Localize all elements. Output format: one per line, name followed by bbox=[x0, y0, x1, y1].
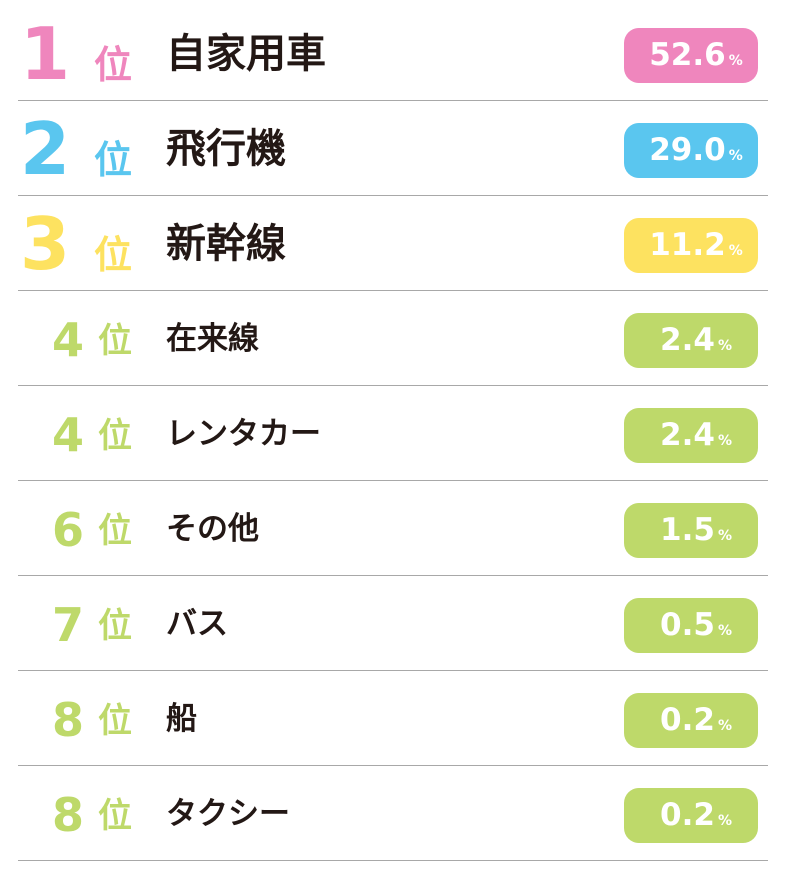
ranking-row: 4 位レンタカー 2.4% bbox=[18, 386, 768, 481]
rank-number: 6 bbox=[52, 503, 85, 557]
rank-number: 7 bbox=[52, 598, 85, 652]
rank-suffix: 位 bbox=[98, 511, 132, 551]
rank-number: 3 bbox=[20, 202, 71, 286]
percent-value: 0.2 bbox=[660, 797, 715, 833]
ranking-row: 4 位在来線 2.4% bbox=[18, 291, 768, 386]
percent-pill: 2.4% bbox=[624, 313, 758, 368]
rank-suffix: 位 bbox=[98, 321, 132, 361]
percent-unit: % bbox=[728, 243, 743, 259]
percent-pill: 29.0% bbox=[624, 123, 758, 178]
percent-value: 29.0 bbox=[649, 132, 726, 168]
percent-value: 0.2 bbox=[660, 702, 715, 738]
rank-suffix: 位 bbox=[94, 138, 133, 182]
percent-value: 2.4 bbox=[660, 322, 715, 358]
rank-number: 4 bbox=[52, 313, 85, 367]
ranking-row: 2 位飛行機 29.0% bbox=[18, 101, 768, 196]
ranking-row: 3 位新幹線 11.2% bbox=[18, 196, 768, 291]
transport-label: その他 bbox=[166, 511, 259, 547]
percent-pill: 2.4% bbox=[624, 408, 758, 463]
rank-number: 8 bbox=[52, 788, 85, 842]
ranking-row: 1 位自家用車 52.6% bbox=[18, 6, 768, 101]
ranking-row: 8 位タクシー 0.2% bbox=[18, 766, 768, 861]
ranking-row: 7 位バス 0.5% bbox=[18, 576, 768, 671]
percent-value: 52.6 bbox=[649, 37, 726, 73]
ranking-row: 8 位船 0.2% bbox=[18, 671, 768, 766]
percent-unit: % bbox=[717, 528, 732, 544]
rank-suffix: 位 bbox=[94, 233, 133, 277]
percent-unit: % bbox=[717, 338, 732, 354]
percent-value: 11.2 bbox=[649, 227, 726, 263]
rank-suffix: 位 bbox=[98, 416, 132, 456]
rank-suffix: 位 bbox=[98, 796, 132, 836]
percent-unit: % bbox=[728, 53, 743, 69]
rank-number: 2 bbox=[20, 107, 71, 191]
percent-pill: 1.5% bbox=[624, 503, 758, 558]
rank-number: 8 bbox=[52, 693, 85, 747]
percent-unit: % bbox=[717, 623, 732, 639]
percent-pill: 11.2% bbox=[624, 218, 758, 273]
rank-suffix: 位 bbox=[94, 43, 133, 87]
percent-pill: 0.2% bbox=[624, 788, 758, 843]
percent-pill: 0.5% bbox=[624, 598, 758, 653]
transport-label: タクシー bbox=[166, 796, 290, 832]
transport-label: バス bbox=[166, 606, 228, 642]
percent-pill: 0.2% bbox=[624, 693, 758, 748]
transport-label: 在来線 bbox=[166, 321, 259, 357]
transport-label: 船 bbox=[166, 701, 197, 737]
percent-value: 0.5 bbox=[660, 607, 715, 643]
percent-value: 1.5 bbox=[660, 512, 715, 548]
rank-number: 1 bbox=[20, 12, 71, 96]
rank-number: 4 bbox=[52, 408, 85, 462]
ranking-row: 6 位その他 1.5% bbox=[18, 481, 768, 576]
ranking-list: 1 位自家用車 52.6% 2 位飛行機 29.0% 3 位新幹線 11.2% 4 位在来線 2.4%… bbox=[18, 6, 768, 861]
percent-unit: % bbox=[717, 433, 732, 449]
rank-suffix: 位 bbox=[98, 606, 132, 646]
transport-label: レンタカー bbox=[166, 416, 321, 452]
percent-unit: % bbox=[728, 148, 743, 164]
transport-label: 自家用車 bbox=[166, 31, 326, 77]
percent-unit: % bbox=[717, 813, 732, 829]
percent-pill: 52.6% bbox=[624, 28, 758, 83]
percent-unit: % bbox=[717, 718, 732, 734]
transport-label: 飛行機 bbox=[166, 126, 286, 172]
rank-suffix: 位 bbox=[98, 701, 132, 741]
transport-label: 新幹線 bbox=[166, 221, 286, 267]
percent-value: 2.4 bbox=[660, 417, 715, 453]
